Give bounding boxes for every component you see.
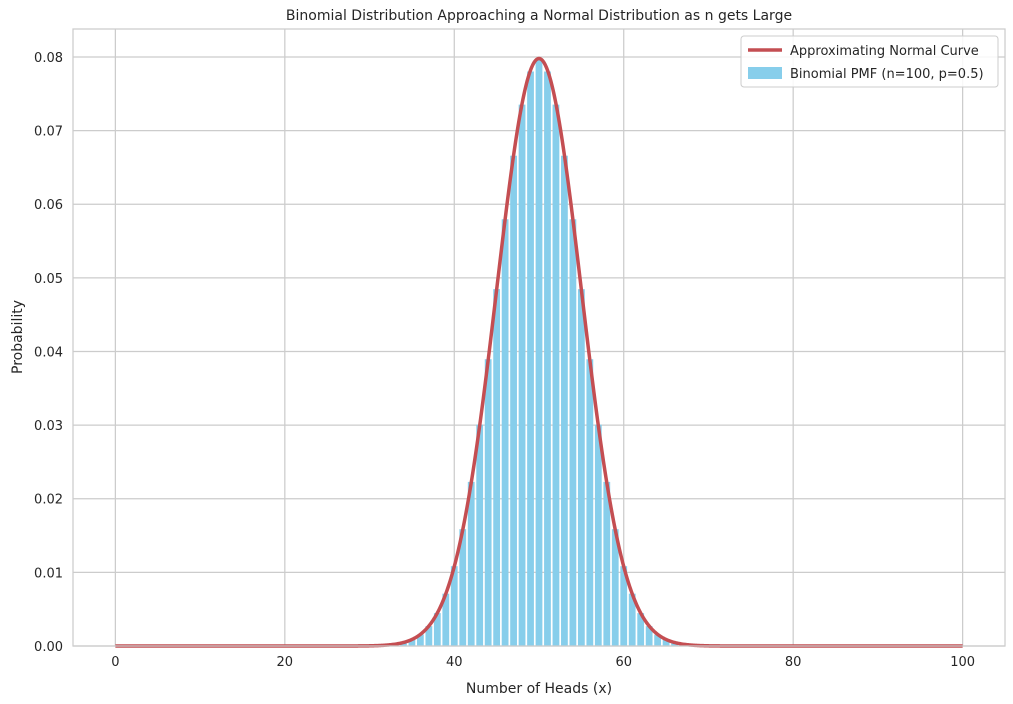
pmf-bar: [552, 104, 560, 647]
x-tick-label: 100: [950, 655, 975, 670]
pmf-bar: [662, 639, 670, 646]
pmf-bar: [527, 71, 534, 647]
pmf-bar: [611, 529, 619, 646]
x-tick-label: 20: [277, 655, 294, 670]
pmf-bar: [620, 566, 628, 646]
y-tick-labels: 0.00 0.01 0.02 0.03 0.04 0.05 0.06 0.07 0.08: [34, 51, 63, 655]
legend-label-normal-curve: Approximating Normal Curve: [790, 44, 979, 59]
y-tick-label: 0.03: [34, 419, 63, 434]
x-tick-label: 0: [111, 655, 119, 670]
pmf-bar: [577, 289, 585, 646]
plot-frame: [72, 28, 1006, 647]
pmf-bar: [400, 642, 407, 646]
y-tick-label: 0.07: [34, 125, 63, 140]
pmf-bar: [569, 219, 577, 646]
legend-label-binomial-pmf: Binomial PMF (n=100, p=0.5): [790, 67, 984, 82]
y-tick-label: 0.01: [34, 566, 63, 581]
pmf-bar: [467, 481, 475, 646]
legend-bar-swatch: [748, 67, 782, 79]
pmf-bar: [603, 481, 611, 646]
pmf-bar: [493, 289, 501, 646]
pmf-bar: [442, 593, 450, 646]
pmf-bar: [544, 71, 551, 647]
pmf-bar: [501, 219, 509, 646]
pmf-bar: [637, 613, 645, 646]
pmf-bar: [510, 155, 517, 646]
pmf-bar: [416, 634, 424, 646]
pmf-bar: [654, 634, 662, 646]
x-tick-label: 40: [446, 655, 463, 670]
pmf-bar: [561, 155, 568, 646]
chart-title: Binomial Distribution Approaching a Norm…: [286, 8, 792, 24]
pmf-bar: [586, 359, 594, 646]
pmf-bar: [518, 104, 526, 647]
legend-box: [740, 35, 999, 88]
pmf-bar: [408, 639, 416, 646]
pmf-bar: [535, 59, 543, 646]
pmf-bar: [594, 424, 602, 646]
y-tick-label: 0.04: [34, 345, 63, 360]
x-tick-label: 60: [615, 655, 632, 670]
y-tick-label: 0.05: [34, 272, 63, 287]
x-tick-label: 80: [785, 655, 802, 670]
pmf-bar: [425, 626, 433, 646]
pmf-bar: [645, 626, 653, 646]
pmf-bar: [459, 529, 467, 646]
y-axis-label: Probability: [10, 300, 26, 374]
pmf-bar: [628, 593, 636, 646]
pmf-bar: [450, 566, 458, 646]
pmf-bar: [476, 424, 484, 646]
legend: Approximating Normal Curve Binomial PMF …: [740, 35, 999, 88]
y-tick-label: 0.02: [34, 493, 63, 508]
pmf-bar: [671, 642, 678, 646]
y-tick-label: 0.00: [34, 640, 63, 655]
pmf-bar: [433, 613, 441, 646]
y-tick-label: 0.08: [34, 51, 63, 66]
x-tick-labels: 0 20 40 60 80 100: [111, 655, 975, 670]
pmf-bar: [484, 359, 492, 646]
y-tick-label: 0.06: [34, 198, 63, 213]
pmf-bars: [366, 59, 712, 647]
x-axis-label: Number of Heads (x): [466, 681, 612, 697]
